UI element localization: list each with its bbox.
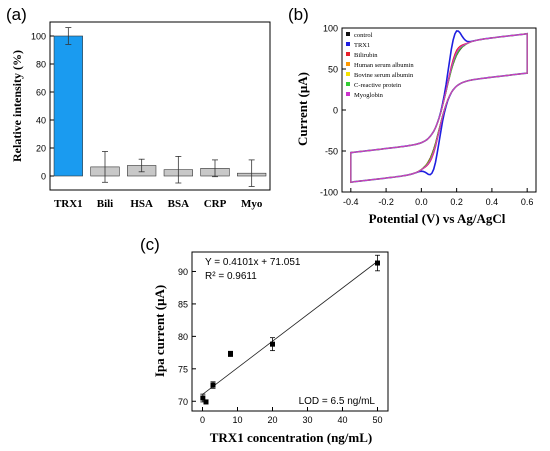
x-tick-label: 10 — [232, 415, 242, 425]
x-tick-label: 30 — [302, 415, 312, 425]
panel-label-c: (c) — [140, 235, 160, 254]
x-tick-label: 40 — [337, 415, 347, 425]
panel-c-chart: TRX1 concentration (ng/mL) Ipa current (… — [152, 251, 389, 445]
legend-label: Human serum albumin — [354, 62, 414, 69]
x-tick-label: HSA — [130, 198, 153, 210]
panel-a-chart: Relative intensity (%) 0 20 40 60 80 100 TRX1 B… — [10, 21, 271, 210]
bar-trx1 — [53, 35, 83, 177]
x-tick-label: -0.2 — [378, 197, 394, 207]
plot-frame — [49, 21, 271, 191]
x-tick-label: 0 — [200, 415, 205, 425]
x-tick-label: CRP — [204, 198, 227, 210]
y-tick-label: 20 — [36, 144, 46, 154]
data-point — [200, 395, 206, 401]
y-tick-label: 50 — [328, 65, 338, 75]
lod-label: LOD = 6.5 ng/mL — [299, 396, 376, 407]
panel-b-chart: Potential (V) vs Ag/AgCl Current (μA) -1… — [295, 24, 537, 226]
legend-marker — [346, 82, 350, 86]
y-tick-label: 60 — [36, 88, 46, 98]
data-point — [270, 341, 275, 347]
x-tick-label: Myo — [241, 198, 263, 210]
legend-label: Bilirubin — [354, 52, 378, 59]
y-tick-label: 75 — [178, 364, 188, 374]
x-tick-label: BSA — [168, 198, 189, 210]
panel-b-ylabel: Current (μA) — [295, 72, 310, 146]
x-tick-label: 0.4 — [486, 197, 499, 207]
legend-label: TRX1 — [354, 42, 370, 49]
data-point — [228, 351, 233, 357]
y-tick-label: 40 — [36, 116, 46, 126]
legend-marker — [346, 72, 350, 76]
fit-r-squared: R² = 0.9611 — [205, 271, 257, 282]
plot-frame — [191, 251, 389, 412]
y-tick-label: 100 — [323, 24, 338, 34]
x-tick-label: Bili — [97, 198, 114, 210]
cv-curve — [350, 33, 528, 183]
panel-c-xlabel: TRX1 concentration (ng/mL) — [210, 430, 373, 445]
legend-marker — [346, 62, 350, 66]
panel-c-ylabel: Ipa current (μA) — [152, 285, 167, 377]
panel-label-b: (b) — [288, 5, 309, 24]
x-tick-label: 0.0 — [415, 197, 428, 207]
y-tick-label: 100 — [31, 32, 46, 42]
y-tick-label: 70 — [178, 397, 188, 407]
legend-marker — [346, 42, 350, 46]
y-tick-label: 80 — [36, 60, 46, 70]
data-point — [210, 382, 216, 388]
x-tick-label: -0.4 — [343, 197, 359, 207]
x-tick-label: 50 — [372, 415, 382, 425]
x-tick-label: 0.6 — [521, 197, 534, 207]
y-tick-label: 0 — [333, 106, 338, 116]
legend-label: C-reactive protein — [354, 82, 402, 89]
y-tick-label: -100 — [320, 188, 338, 198]
y-tick-label: 90 — [178, 267, 188, 277]
legend-marker — [346, 52, 350, 56]
legend-label: Myoglobin — [354, 92, 384, 99]
legend-label: control — [354, 32, 373, 39]
legend-label: Bovine serum albumin — [354, 72, 414, 79]
data-point — [203, 399, 209, 405]
panel-label-a: (a) — [6, 5, 27, 24]
x-tick-label: 0.2 — [450, 197, 463, 207]
fit-line — [202, 261, 378, 395]
x-tick-label: 20 — [267, 415, 277, 425]
panel-b-xlabel: Potential (V) vs Ag/AgCl — [369, 211, 506, 226]
data-point — [375, 260, 380, 266]
y-tick-label: 85 — [178, 299, 188, 309]
x-tick-label: TRX1 — [54, 198, 83, 210]
y-tick-label: 80 — [178, 332, 188, 342]
fit-equation: Y = 0.4101x + 71.051 — [205, 257, 301, 268]
legend-marker — [346, 92, 350, 96]
panel-a-ylabel: Relative intensity (%) — [10, 50, 24, 162]
y-tick-label: 0 — [41, 172, 46, 182]
y-tick-label: -50 — [325, 147, 338, 157]
legend-marker — [346, 32, 350, 36]
